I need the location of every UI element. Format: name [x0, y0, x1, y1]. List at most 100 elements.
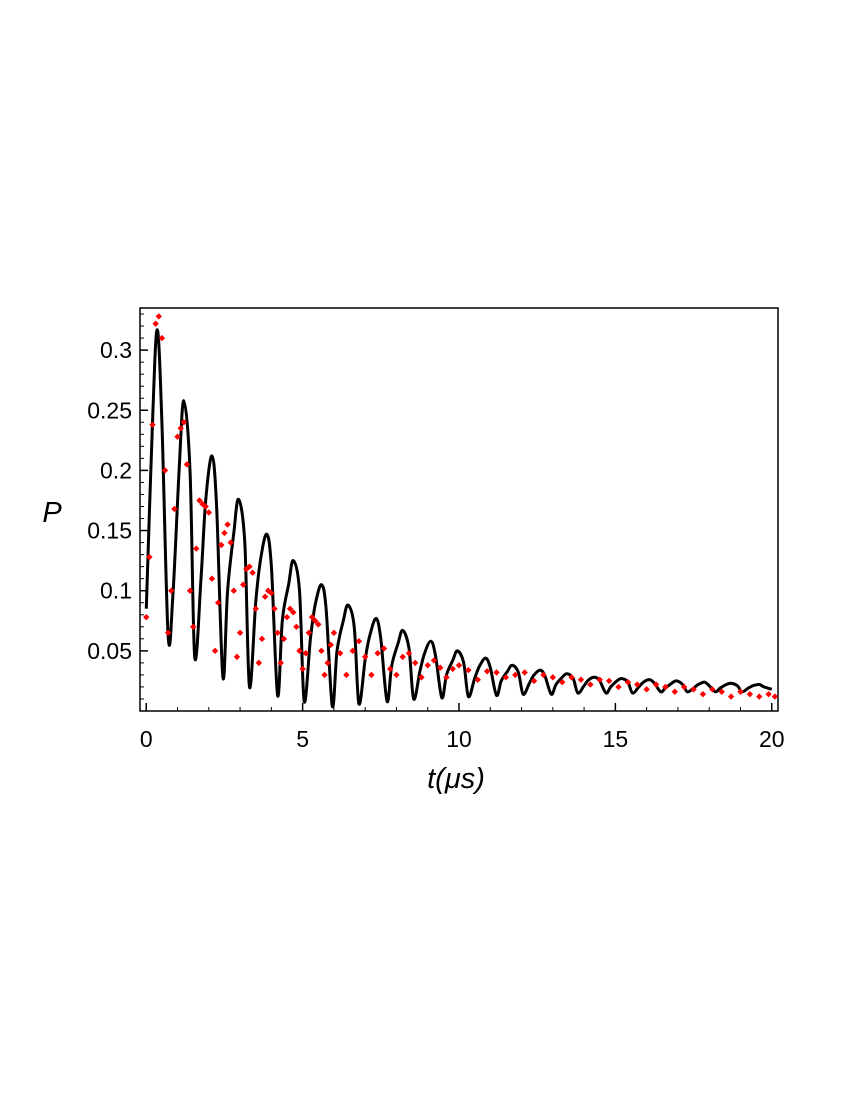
data-point	[258, 635, 266, 643]
data-point	[418, 674, 425, 681]
data-point	[624, 678, 632, 686]
data-point	[559, 678, 566, 686]
data-point	[771, 693, 779, 700]
data-point	[143, 613, 150, 621]
data-point	[236, 629, 244, 637]
data-point	[502, 674, 510, 681]
data-point	[302, 650, 309, 657]
data-point	[493, 669, 500, 676]
data-point	[171, 505, 178, 513]
data-point	[361, 653, 369, 661]
y-tick-label: 0.2	[100, 457, 132, 483]
data-point	[568, 674, 575, 681]
x-axis-ticks: 0 5 10 15 20	[140, 703, 785, 752]
data-point	[189, 623, 197, 630]
x-tick-label: 10	[446, 726, 472, 752]
data-point	[643, 686, 650, 693]
data-point	[465, 666, 472, 674]
y-tick-label: 0.05	[87, 638, 132, 664]
data-point	[321, 671, 328, 679]
data-point	[412, 659, 419, 667]
data-point	[596, 676, 603, 683]
data-point	[399, 653, 406, 661]
data-point	[158, 334, 166, 342]
data-point	[424, 662, 431, 669]
data-point	[330, 629, 338, 637]
data-point	[177, 425, 184, 432]
data-point	[311, 617, 319, 624]
data-point	[690, 686, 697, 693]
data-point	[549, 674, 557, 681]
data-point	[327, 641, 334, 649]
data-point	[243, 565, 250, 573]
data-point	[205, 509, 213, 516]
data-point	[530, 677, 538, 685]
data-point	[255, 659, 263, 667]
x-tick-label: 5	[296, 726, 309, 752]
data-point	[756, 693, 763, 700]
data-point	[240, 581, 247, 588]
data-point	[587, 681, 594, 688]
data-point	[271, 605, 278, 612]
data-point	[283, 613, 291, 621]
x-tick-label: 15	[603, 726, 629, 752]
plot-area: 0 5 10 15 20 0.05 0.1 0.15 0.2 0.25 0.3	[87, 307, 785, 752]
data-point	[265, 587, 272, 594]
data-point	[680, 683, 688, 691]
data-point	[214, 599, 222, 606]
data-point	[274, 629, 281, 637]
data-point	[233, 653, 241, 661]
data-point	[699, 690, 707, 698]
data-point	[202, 503, 209, 510]
data-point	[727, 693, 735, 700]
fit-curve-line	[144, 328, 773, 709]
data-point	[737, 688, 744, 695]
y-tick-label: 0.25	[87, 397, 132, 423]
y-tick-label: 0.1	[100, 578, 132, 604]
data-point	[386, 665, 394, 673]
data-point	[662, 683, 669, 691]
data-point	[186, 587, 194, 594]
data-point	[299, 665, 306, 673]
data-point	[577, 676, 585, 683]
data-point	[483, 668, 491, 675]
data-point	[393, 671, 400, 679]
data-point	[671, 688, 678, 695]
data-point	[605, 677, 613, 685]
data-point	[709, 686, 716, 693]
data-point	[540, 671, 547, 679]
data-point	[261, 593, 269, 600]
data-point	[474, 676, 481, 683]
data-point	[252, 605, 259, 612]
data-point	[249, 569, 256, 576]
data-point	[634, 681, 641, 688]
data-point	[230, 587, 238, 594]
data-point	[168, 587, 175, 594]
data-point	[512, 671, 519, 679]
data-point	[290, 609, 297, 616]
data-point	[652, 681, 660, 688]
y-tick-label: 0.15	[87, 518, 132, 544]
data-point	[374, 650, 381, 657]
data-point	[293, 623, 300, 630]
data-point	[146, 553, 153, 561]
data-point	[296, 647, 303, 655]
data-point	[149, 421, 156, 428]
data-point	[308, 613, 316, 621]
data-point	[246, 563, 253, 570]
data-point	[268, 589, 275, 597]
data-point	[430, 657, 438, 664]
data-point	[183, 461, 191, 468]
data-point	[443, 674, 450, 681]
data-point	[437, 664, 444, 671]
data-point	[405, 650, 413, 657]
data-point	[368, 671, 375, 679]
data-point	[336, 650, 344, 657]
data-point	[746, 690, 754, 698]
data-point	[449, 665, 456, 673]
data-point	[521, 669, 528, 676]
data-point	[615, 683, 622, 691]
data-point	[227, 539, 234, 546]
x-tick-label: 0	[140, 726, 153, 752]
data-point	[221, 529, 228, 537]
